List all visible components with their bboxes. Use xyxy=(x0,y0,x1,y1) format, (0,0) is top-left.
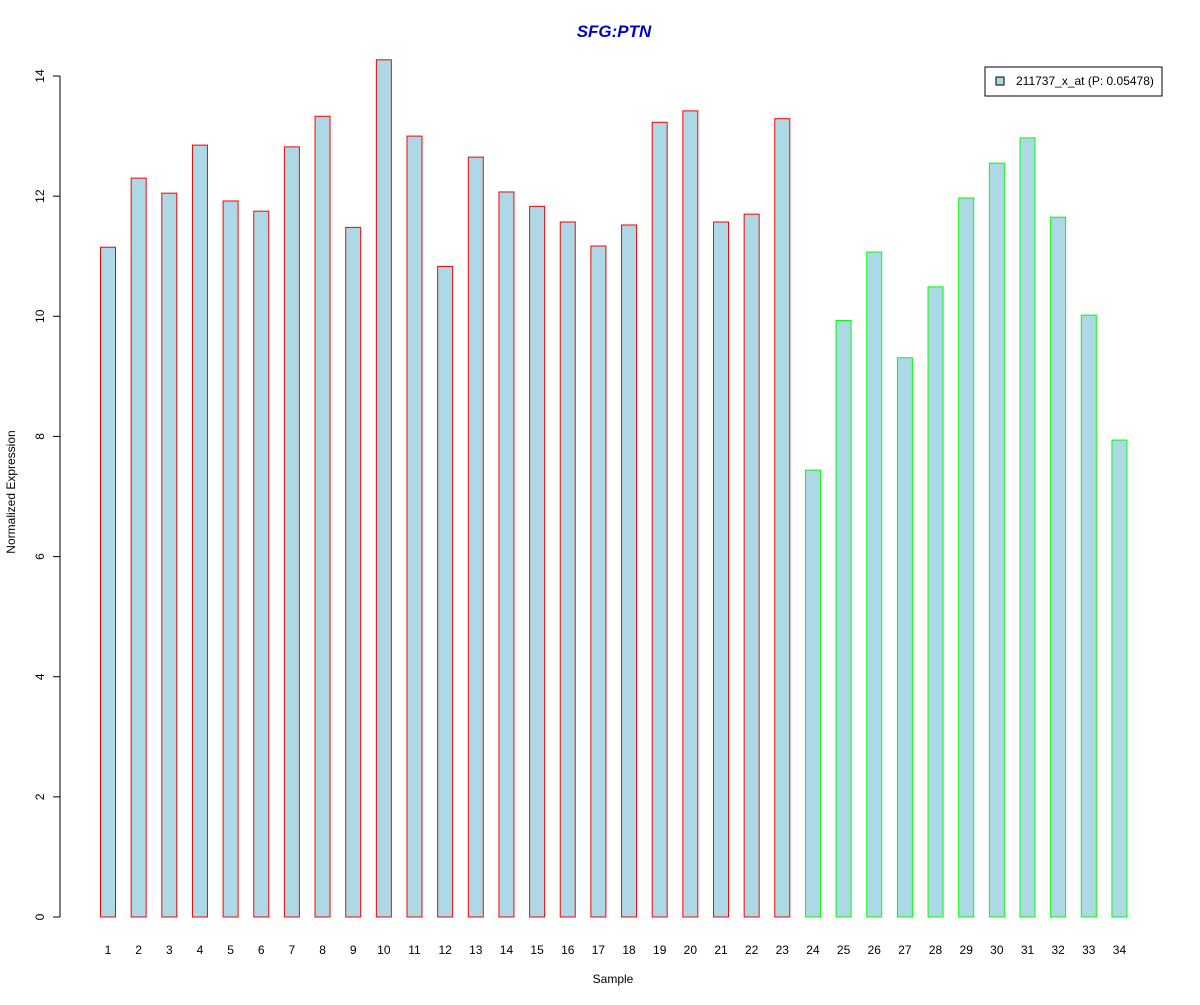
bar-sample-23 xyxy=(774,118,791,918)
y-tick-label: 12 xyxy=(33,189,47,203)
x-tick-label: 4 xyxy=(197,943,204,957)
bar-sample-12 xyxy=(437,265,454,918)
x-tick-label: 7 xyxy=(289,943,296,957)
x-tick-label: 3 xyxy=(166,943,173,957)
bar-sample-10 xyxy=(375,59,392,918)
x-tick-label: 17 xyxy=(592,943,606,957)
x-tick-labels: 1 2 3 4 5 6 7 8 9 10 11 12 13 14 15 16 17 18 19 20 21 22 23 24 2… xyxy=(105,943,1127,957)
x-tick-label: 30 xyxy=(990,943,1004,957)
bar-sample-16 xyxy=(559,221,576,918)
x-tick-label: 14 xyxy=(500,943,514,957)
x-tick-label: 23 xyxy=(776,943,790,957)
legend-label: 211737_x_at (P: 0.05478) xyxy=(1016,74,1154,88)
bar-sample-17 xyxy=(590,245,607,918)
x-tick-label: 22 xyxy=(745,943,759,957)
bar-sample-31 xyxy=(1019,137,1036,918)
x-tick-label: 2 xyxy=(135,943,142,957)
x-tick-label: 1 xyxy=(105,943,112,957)
bar-sample-27 xyxy=(896,357,913,918)
bar-sample-21 xyxy=(713,221,729,918)
legend-box xyxy=(984,66,1163,97)
bar-sample-25 xyxy=(835,320,852,918)
bar-sample-24 xyxy=(804,469,821,918)
x-tick-label: 10 xyxy=(377,943,391,957)
x-tick-label: 12 xyxy=(438,943,452,957)
bar-sample-8 xyxy=(314,115,331,918)
bar-sample-22 xyxy=(743,213,760,918)
bar-sample-26 xyxy=(866,251,883,918)
bar-sample-29 xyxy=(958,197,975,918)
bar-sample-1 xyxy=(100,246,116,918)
bar-sample-20 xyxy=(682,110,699,918)
x-tick-label: 34 xyxy=(1113,943,1127,957)
bar-sample-7 xyxy=(283,146,300,918)
x-tick-label: 27 xyxy=(898,943,912,957)
x-tick-label: 25 xyxy=(837,943,851,957)
bar-sample-9 xyxy=(345,226,362,918)
x-tick-label: 9 xyxy=(350,943,357,957)
x-tick-label: 6 xyxy=(258,943,265,957)
x-axis-label: Sample xyxy=(593,972,634,986)
bar-sample-5 xyxy=(222,200,239,918)
bar-sample-15 xyxy=(529,205,546,918)
y-axis-label: Normalized Expression xyxy=(4,430,18,553)
bars-group xyxy=(100,59,1128,918)
bar-sample-6 xyxy=(253,210,270,918)
x-tick-label: 24 xyxy=(806,943,820,957)
bar-sample-2 xyxy=(130,177,147,918)
y-tick-label: 6 xyxy=(33,553,47,560)
x-tick-label: 28 xyxy=(929,943,943,957)
bar-sample-30 xyxy=(988,162,1005,918)
y-tick-label: 14 xyxy=(33,69,47,83)
x-tick-label: 33 xyxy=(1082,943,1096,957)
x-tick-label: 26 xyxy=(868,943,882,957)
bar-sample-13 xyxy=(467,156,484,918)
x-tick-label: 8 xyxy=(319,943,326,957)
x-tick-label: 20 xyxy=(684,943,698,957)
legend: 211737_x_at (P: 0.05478) xyxy=(984,66,1163,97)
x-tick-label: 19 xyxy=(653,943,667,957)
x-tick-label: 11 xyxy=(408,943,421,957)
x-tick-label: 31 xyxy=(1021,943,1035,957)
chart-title: SFG:PTN xyxy=(577,22,652,41)
x-tick-label: 32 xyxy=(1051,943,1065,957)
y-tick-label: 4 xyxy=(33,673,47,680)
legend-swatch xyxy=(995,76,1005,86)
x-tick-label: 21 xyxy=(714,943,728,957)
bar-sample-11 xyxy=(406,135,423,918)
bar-sample-4 xyxy=(191,144,208,918)
y-tick-label: 2 xyxy=(33,793,47,800)
bar-sample-3 xyxy=(161,192,178,918)
x-tick-label: 29 xyxy=(960,943,974,957)
bar-sample-32 xyxy=(1050,216,1067,918)
x-tick-label: 15 xyxy=(530,943,544,957)
bar-sample-33 xyxy=(1080,314,1097,918)
y-tick-label: 8 xyxy=(33,433,47,440)
bar-sample-18 xyxy=(621,224,638,918)
x-tick-label: 13 xyxy=(469,943,483,957)
y-tick-label: 10 xyxy=(33,309,47,323)
x-tick-label: 5 xyxy=(227,943,234,957)
y-axis: 0 2 4 6 8 10 12 14 xyxy=(33,69,61,920)
bar-sample-34 xyxy=(1111,439,1128,918)
bar-sample-28 xyxy=(927,286,944,918)
x-tick-label: 16 xyxy=(561,943,575,957)
bar-sample-14 xyxy=(498,191,515,918)
bar-sample-19 xyxy=(651,121,668,918)
x-tick-label: 18 xyxy=(622,943,636,957)
y-tick-label: 0 xyxy=(33,913,47,920)
